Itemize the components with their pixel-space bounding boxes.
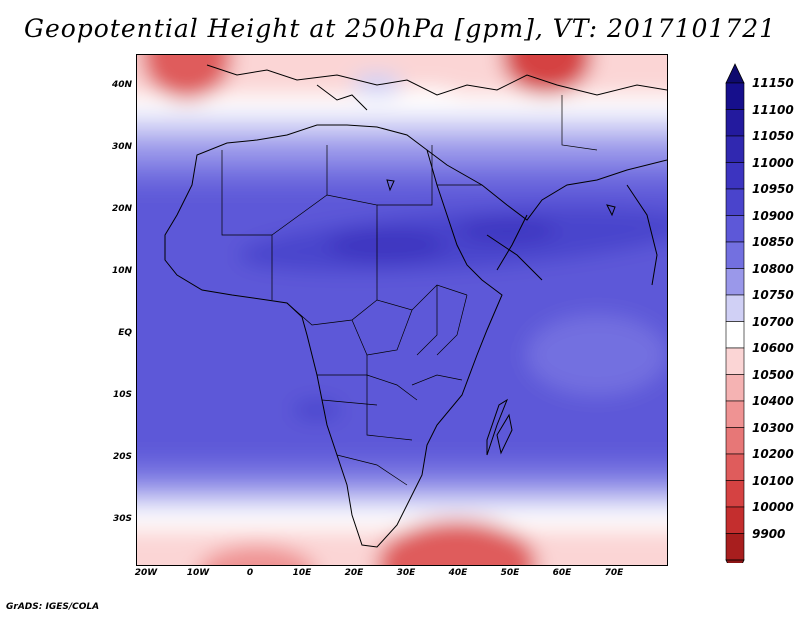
colorbar-label-10750: 10750 xyxy=(752,288,794,302)
lat-label-40n: 40N xyxy=(111,80,132,90)
colorbar-segment-10750 xyxy=(725,294,745,322)
colorbar-segment-10300 xyxy=(725,427,745,455)
map-canvas xyxy=(137,55,667,565)
colorbar xyxy=(725,63,745,563)
colorbar-label-10100: 10100 xyxy=(752,473,794,488)
lat-label-eq: EQ xyxy=(118,328,132,338)
colorbar-segment-10950 xyxy=(725,188,745,216)
colorbar-segment-10800 xyxy=(725,268,745,296)
islands xyxy=(386,179,616,455)
lat-label-10s: 10S xyxy=(112,390,132,400)
lon-label-40e: 40E xyxy=(448,568,468,578)
country-borders xyxy=(221,95,598,486)
colorbar-segment-10600 xyxy=(725,347,745,375)
colorbar-segment-11000 xyxy=(725,162,745,190)
lat-label-20s: 20S xyxy=(112,452,132,462)
colorbar-arrow-bottom xyxy=(725,559,745,563)
lon-label-30e: 30E xyxy=(396,568,416,578)
lon-label-60e: 60E xyxy=(552,568,572,578)
colorbar-label-10300: 10300 xyxy=(752,420,794,435)
colorbar-label-10400: 10400 xyxy=(752,394,794,408)
lon-label-0: 0 xyxy=(246,568,254,578)
colorbar-label-10200: 10200 xyxy=(752,447,794,461)
colorbar-label-10900: 10900 xyxy=(752,208,794,223)
colorbar-segment-10900 xyxy=(725,215,745,243)
colorbar-label-11050: 11050 xyxy=(752,129,794,143)
colorbar-label-10500: 10500 xyxy=(752,367,794,382)
colorbar-label-10700: 10700 xyxy=(752,314,794,329)
colorbar-segment-10700 xyxy=(725,321,745,349)
lon-label-70e: 70E xyxy=(604,568,624,578)
lon-label-10e: 10E xyxy=(292,568,312,578)
colorbar-segment-11100 xyxy=(725,109,745,137)
height-field xyxy=(137,55,667,565)
lat-label-20n: 20N xyxy=(111,204,132,214)
colorbar-segment-10500 xyxy=(725,374,745,402)
lat-label-30s: 30S xyxy=(112,514,132,524)
colorbar-label-10850: 10850 xyxy=(752,235,794,249)
coastlines xyxy=(164,64,667,548)
colorbar-label-11000: 11000 xyxy=(752,155,794,170)
credit-text: GrADS: IGES/COLA xyxy=(6,602,100,612)
colorbar-segment-10000 xyxy=(725,506,745,534)
map-panel xyxy=(136,54,668,566)
lat-label-10n: 10N xyxy=(111,266,132,276)
colorbar-segment-10400 xyxy=(725,400,745,428)
colorbar-segment-11150 xyxy=(725,82,745,110)
lon-label-20e: 20E xyxy=(344,568,364,578)
lon-label-20w: 20W xyxy=(134,568,158,578)
colorbar-label-10000: 10000 xyxy=(752,500,794,514)
lon-label-50e: 50E xyxy=(500,568,520,578)
colorbar-label-11100: 11100 xyxy=(752,102,794,117)
lat-label-30n: 30N xyxy=(111,142,132,152)
colorbar-arrow-top xyxy=(725,63,745,84)
colorbar-label-10800: 10800 xyxy=(752,261,794,276)
chart-title: Geopotential Height at 250hPa [gpm], VT:… xyxy=(23,14,777,43)
lon-label-10w: 10W xyxy=(186,568,210,578)
colorbar-segment-11050 xyxy=(725,135,745,163)
colorbar-segment-10850 xyxy=(725,241,745,269)
colorbar-segment-9900 xyxy=(725,533,745,561)
colorbar-label-10950: 10950 xyxy=(752,182,794,196)
colorbar-segment-10200 xyxy=(725,453,745,481)
colorbar-label-9900: 9900 xyxy=(752,526,786,541)
colorbar-label-11150: 11150 xyxy=(752,76,794,90)
colorbar-label-10600: 10600 xyxy=(752,341,794,355)
colorbar-segment-10100 xyxy=(725,480,745,508)
